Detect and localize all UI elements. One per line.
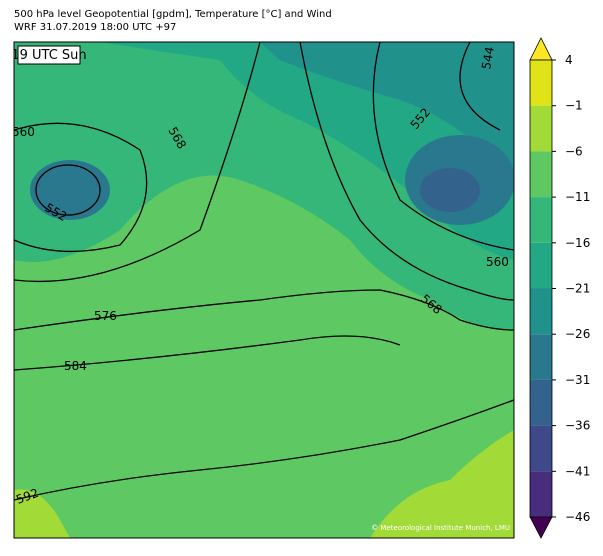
credit: © Meteorological Institute Munich, LMU bbox=[371, 524, 510, 532]
colorbar-tick-label: 4 bbox=[565, 53, 573, 67]
colorbar-segment bbox=[530, 151, 552, 198]
contour-label: 560 bbox=[486, 255, 509, 269]
colorbar-segment bbox=[530, 242, 552, 289]
colorbar-tick-label: −16 bbox=[565, 236, 590, 250]
colorbar-segment bbox=[530, 334, 552, 380]
colorbar-segment bbox=[530, 425, 552, 472]
contour-label: 544 bbox=[479, 46, 497, 71]
colorbar-segment bbox=[530, 379, 552, 426]
colorbar-under bbox=[529, 516, 553, 539]
colorbar-tick-label: −21 bbox=[565, 282, 590, 296]
contour-label: 560 bbox=[12, 125, 35, 139]
colorbar-segment bbox=[530, 197, 552, 243]
colorbar-segment bbox=[530, 471, 552, 517]
colorbar-segment bbox=[530, 288, 552, 335]
colorbar-tick-label: −46 bbox=[565, 510, 590, 524]
subtitle: WRF 31.07.2019 18:00 UTC +97 bbox=[14, 22, 176, 33]
title: 500 hPa level Geopotential [gpdm], Tempe… bbox=[14, 9, 332, 20]
colorbar-segment bbox=[530, 60, 552, 106]
contour-label: 584 bbox=[64, 359, 87, 373]
colorbar-tick-label: −31 bbox=[565, 373, 590, 387]
colorbar-tick-label: −1 bbox=[565, 99, 583, 113]
time-label: 19 UTC Sun bbox=[11, 48, 86, 63]
colorbar-over bbox=[529, 37, 553, 61]
map: 19 UTC Sun 560 568 552 576 584 592 544 5… bbox=[11, 42, 514, 538]
colorbar-tick-label: −26 bbox=[565, 327, 590, 341]
colorbar-tick-label: −6 bbox=[565, 144, 583, 158]
map-frame bbox=[13, 41, 515, 539]
colorbar-segment bbox=[530, 105, 552, 152]
colorbar-tick-label: −41 bbox=[565, 464, 590, 478]
contour-label: 576 bbox=[94, 309, 117, 323]
colorbar-tick-label: −11 bbox=[565, 190, 590, 204]
colorbar: 4 −1 −6 −11 −16 −21 −26 −31 −36 −41 −46 bbox=[529, 37, 590, 539]
colorbar-tick-label: −36 bbox=[565, 419, 590, 433]
